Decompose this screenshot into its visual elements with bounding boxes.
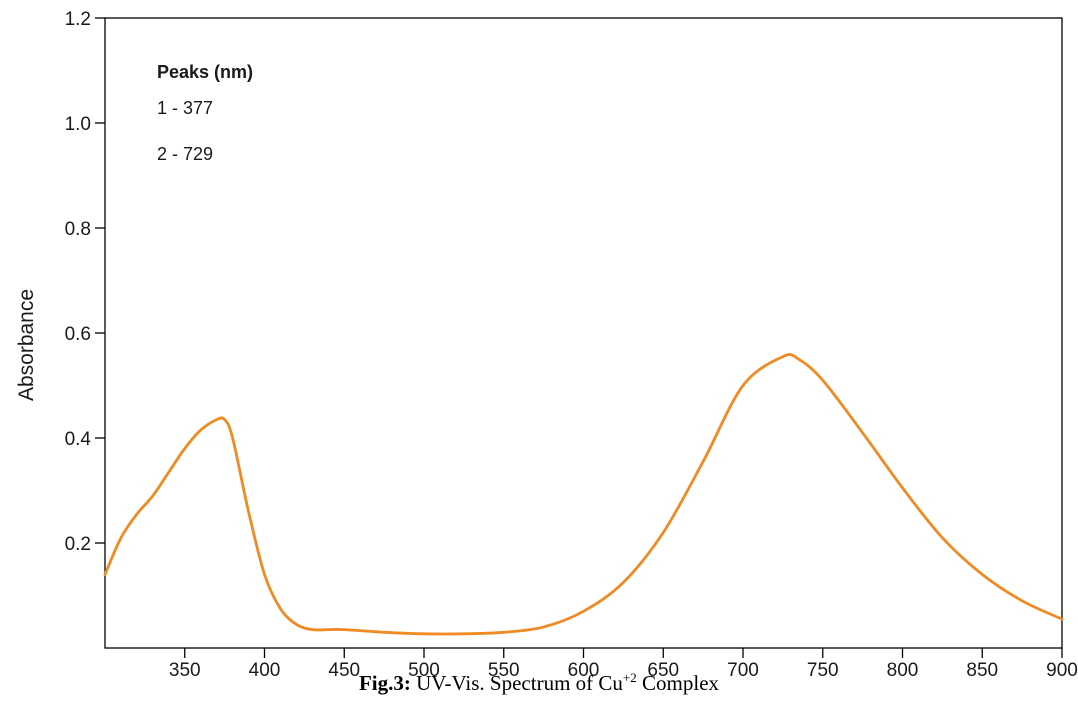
y-tick-label: 1.0 xyxy=(65,114,91,135)
x-tick-label: 750 xyxy=(807,660,839,681)
x-axis: 350 400 450 500 550 600 650 700 750 800 850 900 xyxy=(169,648,1078,681)
x-tick-label: 500 xyxy=(408,660,440,681)
x-tick-label: 450 xyxy=(328,660,360,681)
caption-text: UV-Vis. Spectrum of Cu xyxy=(410,671,623,695)
y-tick-label: 0.8 xyxy=(65,219,91,240)
x-tick-label: 650 xyxy=(647,660,679,681)
peak-entry-2: 2 - 729 xyxy=(157,144,213,164)
y-tick-label: 1.2 xyxy=(65,9,91,30)
absorbance-series-line xyxy=(103,353,1064,636)
caption-superscript: +2 xyxy=(622,670,637,685)
figure-label: Fig.3: xyxy=(358,671,411,695)
y-tick-label: 0.6 xyxy=(65,324,91,345)
x-tick-label: 600 xyxy=(568,660,600,681)
peak-entry-1: 1 - 377 xyxy=(157,98,213,118)
x-tick-label: 800 xyxy=(887,660,919,681)
x-tick-label: 400 xyxy=(249,660,281,681)
figure-caption: Fig.3: UV-Vis. Spectrum of Cu+2 Complex xyxy=(0,670,1078,696)
caption-suffix: Complex xyxy=(636,671,720,695)
plot-frame xyxy=(104,17,1063,649)
x-tick-label: 350 xyxy=(169,660,201,681)
y-axis: 0.2 0.4 0.6 0.8 1.0 1.2 xyxy=(65,9,105,555)
x-tick-label: 850 xyxy=(966,660,998,681)
peaks-legend-title: Peaks (nm) xyxy=(157,62,253,82)
y-tick-label: 0.4 xyxy=(65,429,92,450)
y-axis-title: Absorbance xyxy=(15,289,38,401)
x-tick-label: 550 xyxy=(488,660,520,681)
x-tick-label: 700 xyxy=(727,660,759,681)
y-tick-label: 0.2 xyxy=(65,534,91,555)
x-tick-label: 900 xyxy=(1046,660,1078,681)
